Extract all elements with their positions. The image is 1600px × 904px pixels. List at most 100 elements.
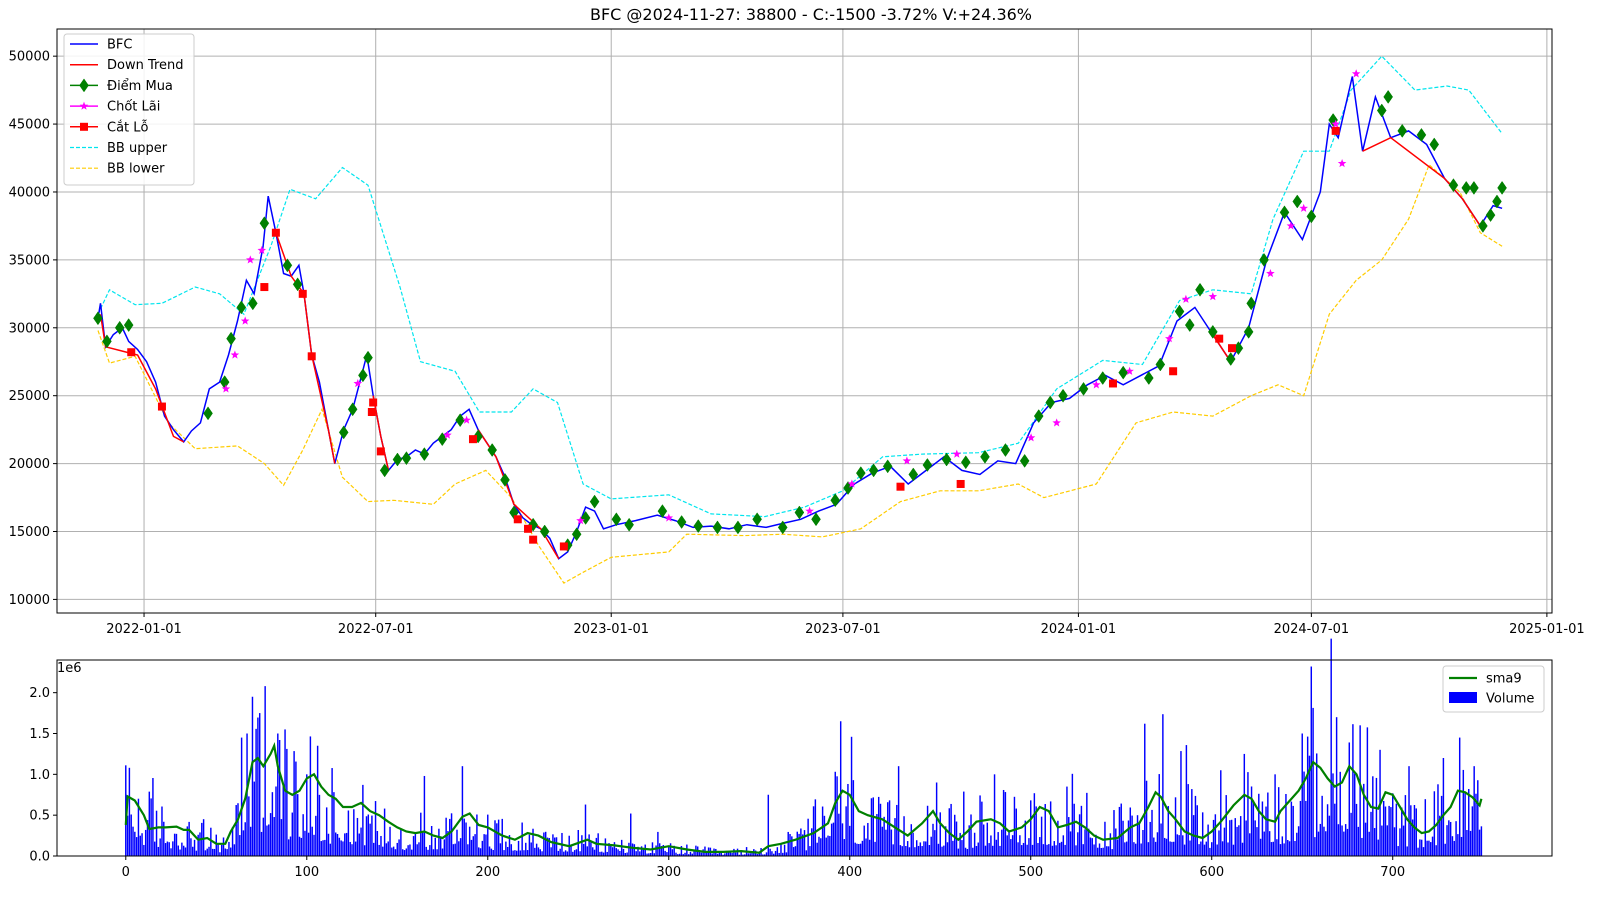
- volume-bar: [456, 829, 458, 856]
- bb-upper-line: [97, 55, 1503, 518]
- price-legend-label: Điểm Mua: [107, 79, 173, 94]
- volume-bar: [1001, 829, 1003, 856]
- volume-bar: [957, 848, 960, 856]
- volume-bar: [1024, 820, 1027, 856]
- volume-bar: [1133, 842, 1135, 856]
- volume-bar: [1113, 810, 1115, 856]
- buy-point-marker: [392, 452, 403, 467]
- volume-bar: [984, 845, 987, 856]
- volume-bar: [492, 850, 494, 856]
- volume-bar: [230, 847, 232, 856]
- volume-plot: 0 100 200 300 400 500 600 700 0.0 0.5 1.0 1.5 2.0 sma…: [29, 638, 1553, 880]
- volume-bar: [644, 844, 646, 856]
- volume-bar: [447, 831, 449, 856]
- volume-bar: [992, 845, 994, 856]
- volume-bar: [1058, 842, 1061, 856]
- take-profit-marker: [805, 506, 814, 515]
- volume-bar: [175, 833, 178, 856]
- buy-point-marker: [114, 320, 125, 335]
- volume-bar: [481, 840, 484, 856]
- volume-bar: [1337, 824, 1340, 856]
- volume-bar: [1258, 793, 1260, 856]
- volume-bar: [432, 849, 435, 856]
- volume-bar: [1382, 800, 1385, 856]
- volume-bar: [163, 821, 165, 856]
- volume-bar: [798, 833, 800, 856]
- volume-bar: [345, 832, 348, 856]
- volume-bar: [803, 830, 806, 856]
- volume-x-tick-label: 200: [475, 865, 500, 880]
- volume-bar: [546, 837, 549, 856]
- volume-bar: [427, 849, 429, 856]
- take-profit-marker: [353, 379, 363, 388]
- volume-bar: [161, 806, 163, 856]
- volume-bar: [854, 842, 856, 856]
- volume-bar: [868, 839, 871, 856]
- volume-bar: [535, 843, 538, 856]
- stop-loss-marker: [307, 352, 316, 361]
- buy-point-marker: [624, 517, 634, 532]
- volume-bar: [1068, 817, 1070, 856]
- volume-bar: [1008, 831, 1010, 856]
- volume-bar: [575, 849, 578, 856]
- volume-bar: [1399, 828, 1401, 856]
- buy-point-marker: [203, 406, 213, 421]
- volume-bar: [944, 826, 947, 856]
- price-y-tick-label: 30000: [9, 321, 50, 336]
- volume-bar: [937, 843, 940, 856]
- volume-bar: [751, 852, 753, 856]
- stop-loss-marker: [260, 283, 269, 292]
- volume-bar: [177, 845, 179, 856]
- volume-bar: [912, 832, 914, 856]
- volume-bar: [888, 800, 891, 856]
- volume-bar: [975, 846, 978, 856]
- volume-bar: [827, 835, 829, 856]
- volume-bar: [747, 853, 750, 856]
- volume-bar: [1451, 836, 1454, 856]
- volume-bar: [210, 827, 212, 856]
- volume-bar: [508, 835, 511, 856]
- take-profit-marker: [1299, 203, 1308, 212]
- volume-bar: [342, 841, 344, 856]
- volume-bar: [1160, 823, 1162, 856]
- volume-bar: [926, 805, 929, 856]
- volume-bar: [655, 845, 657, 856]
- volume-bar: [1238, 825, 1240, 856]
- buy-point-marker: [528, 517, 538, 532]
- volume-bar: [622, 848, 625, 856]
- volume-bar: [336, 833, 339, 856]
- volume-bar: [354, 841, 357, 856]
- volume-bar: [170, 848, 172, 856]
- volume-bar: [773, 853, 775, 856]
- volume-bar: [134, 831, 136, 856]
- volume-bar: [863, 825, 865, 856]
- volume-bar: [1372, 776, 1374, 856]
- volume-bar: [383, 808, 386, 856]
- volume-bar: [678, 853, 681, 856]
- volume-bar: [338, 837, 341, 856]
- buy-point-marker: [347, 402, 358, 417]
- volume-bar: [280, 819, 283, 856]
- stop-loss-marker: [1108, 379, 1117, 388]
- volume-bar: [208, 846, 210, 856]
- volume-bar: [262, 817, 265, 856]
- volume-bar: [1187, 784, 1189, 856]
- volume-y-multiplier: 1e6: [57, 661, 82, 676]
- take-profit-marker: [902, 456, 912, 465]
- volume-bar: [809, 846, 811, 856]
- volume-bar: [1406, 846, 1408, 856]
- volume-bar: [472, 836, 475, 856]
- buy-point-marker: [922, 458, 933, 472]
- volume-bar: [353, 809, 355, 856]
- volume-bar: [1446, 825, 1448, 856]
- volume-bar: [756, 854, 759, 856]
- volume-bar: [277, 733, 279, 856]
- buy-point-marker: [1243, 324, 1254, 339]
- volume-bar: [615, 848, 617, 856]
- volume-bar: [389, 826, 391, 856]
- volume-bar: [195, 850, 198, 856]
- volume-bar: [843, 839, 846, 856]
- volume-bar: [1433, 791, 1436, 856]
- volume-bar: [559, 848, 561, 856]
